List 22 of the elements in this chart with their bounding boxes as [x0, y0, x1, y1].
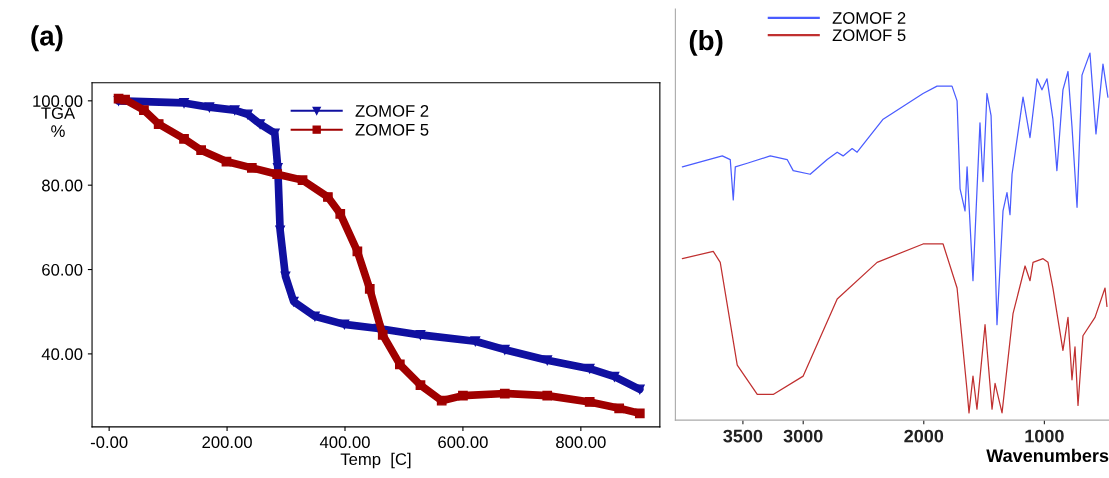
y-axis-title: TGA %: [41, 107, 76, 137]
chart-title: (a): [31, 25, 63, 52]
legend-label: ZOMOF 5: [355, 123, 429, 136]
legend-label: ZOMOF 2: [355, 105, 429, 117]
x-tick-label: -0.00: [90, 436, 128, 449]
y-tick-label: 40.00: [41, 348, 83, 361]
x-tick-label: 800.00: [556, 436, 606, 449]
x-tick-label: 400.00: [319, 436, 370, 449]
x-tick-label: 3500: [723, 429, 763, 443]
legend-label: ZOMOF 5: [832, 29, 906, 42]
x-tick-label: 600.00: [438, 436, 488, 449]
chart-title: (b): [689, 29, 723, 56]
x-axis-title: Wavenumbers: [986, 448, 1109, 463]
x-tick-label: 2000: [904, 429, 944, 443]
y-tick-label: 80.00: [42, 179, 83, 192]
y-tick-label: 60.00: [42, 263, 83, 276]
x-tick-label: 3000: [783, 429, 823, 443]
x-axis-title: Temp [C]: [340, 452, 411, 469]
x-tick-label: 200.00: [202, 436, 252, 449]
y-tick-label: 100.00: [33, 95, 83, 108]
x-tick-label: 1000: [1025, 429, 1064, 443]
legend-label: ZOMOF 2: [832, 12, 906, 24]
